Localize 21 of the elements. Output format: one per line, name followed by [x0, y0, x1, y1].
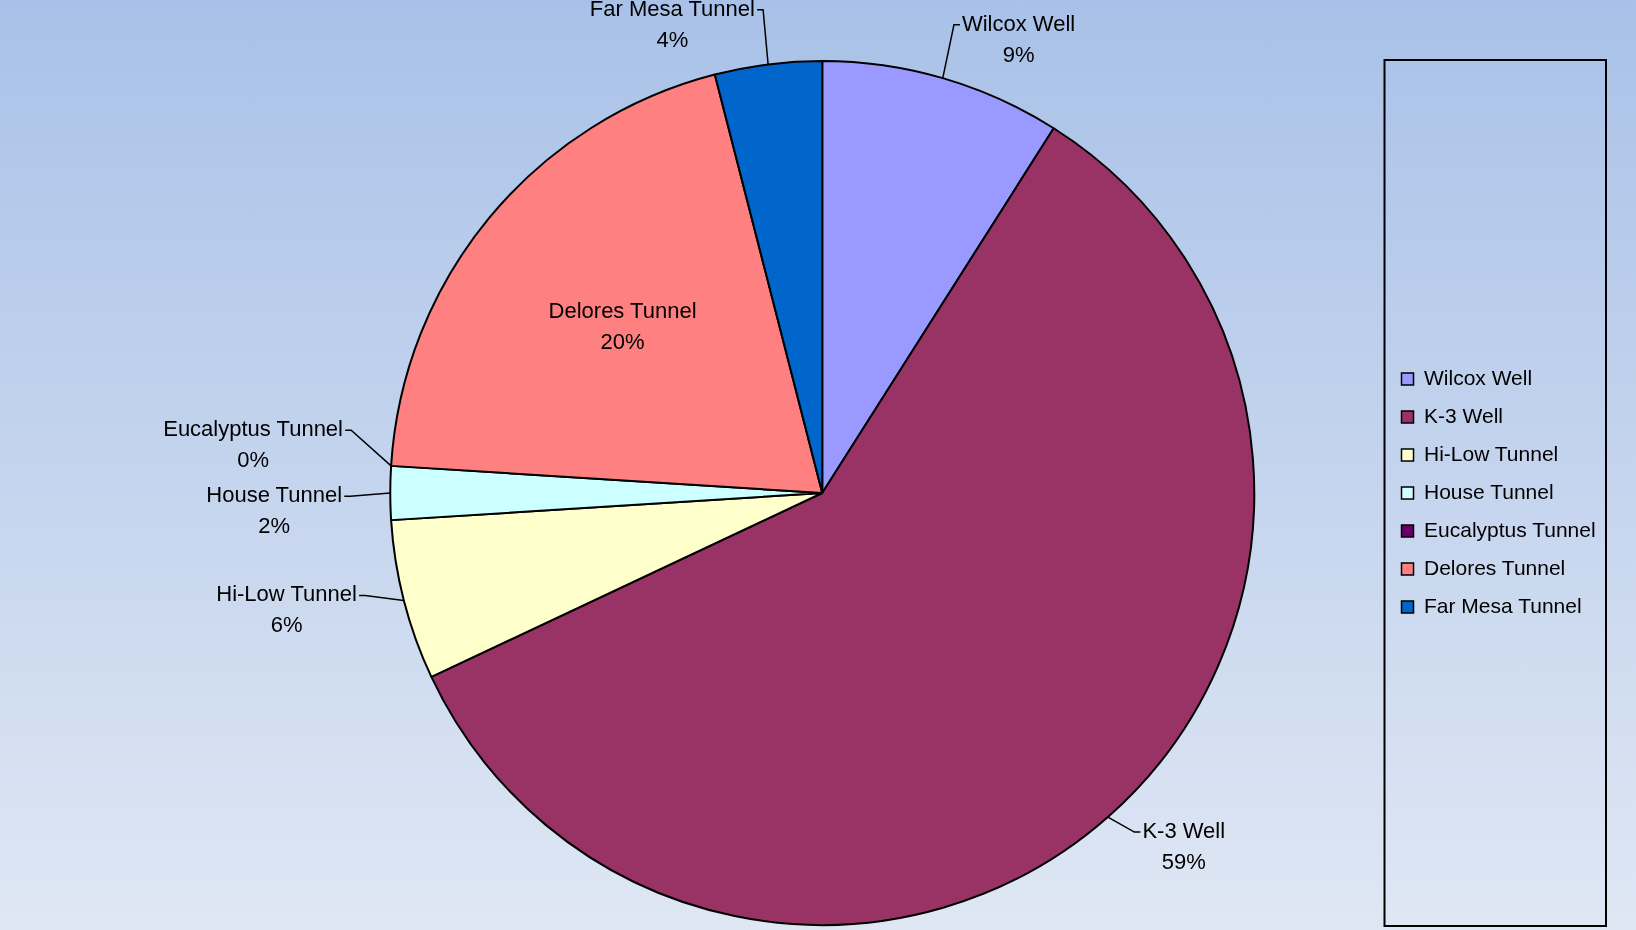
slice-label: K-3 Well: [1142, 818, 1226, 844]
slice-label: House Tunnel: [206, 482, 343, 508]
data-label: 6%: [270, 612, 303, 638]
data-label: 20%: [600, 329, 645, 355]
legend-label: K-3 Well: [1424, 403, 1503, 427]
category-label: Eucalyptus Tunnel: [163, 416, 343, 442]
text: 0%: [237, 447, 269, 473]
legend-label: Wilcox Well: [1424, 365, 1533, 389]
slice-label: Far Mesa Tunnel: [589, 0, 755, 21]
slice-label: Hi-Low Tunnel: [216, 581, 357, 607]
data-label: 4%: [656, 26, 689, 52]
data-label: 9%: [1002, 41, 1035, 67]
legend-label: House Tunnel: [1424, 479, 1554, 503]
slice-label: Wilcox Well: [961, 10, 1076, 36]
legend-label: Hi-Low Tunnel: [1424, 441, 1559, 465]
legend-label: Delores Tunnel: [1424, 555, 1566, 579]
data-label: 59%: [1161, 849, 1206, 875]
data-label: 2%: [258, 513, 291, 539]
slice-label: Delores Tunnel: [548, 298, 697, 324]
legend-label: Eucalyptus Tunnel: [1424, 517, 1596, 541]
legend-label: Far Mesa Tunnel: [1424, 593, 1582, 617]
